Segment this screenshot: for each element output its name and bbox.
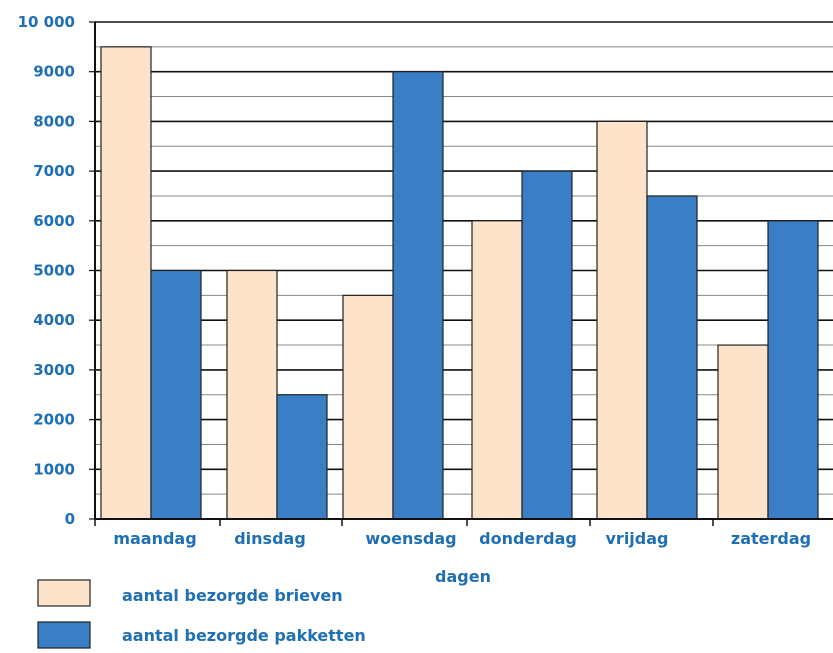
x-category-label: donderdag xyxy=(479,529,577,548)
y-tick-labels: 0 1000 2000 3000 4000 5000 6000 7000 8000 9000 10 … xyxy=(18,13,95,528)
bar-pakketten-vrijdag xyxy=(646,195,698,520)
y-tick-label: 5000 xyxy=(33,262,75,280)
x-category-label: maandag xyxy=(113,529,196,548)
y-tick-label: 9000 xyxy=(33,63,75,81)
y-tick-label: 0 xyxy=(65,510,75,528)
y-tick-label: 2000 xyxy=(33,411,75,429)
x-axis-title: dagen xyxy=(435,567,491,586)
bar-pakketten-woensdag xyxy=(392,71,444,520)
x-category-labels: maandag dinsdag woensdag donderdag vrijdag za… xyxy=(113,529,811,548)
bar-pakketten-zaterdag xyxy=(767,220,819,520)
bar-pakketten-dinsdag xyxy=(276,394,328,520)
legend-swatch xyxy=(37,621,91,649)
bars xyxy=(100,46,819,520)
bar-brieven-zaterdag xyxy=(717,344,769,520)
y-tick-label: 8000 xyxy=(33,112,75,130)
grid-lines xyxy=(95,21,833,495)
bar-brieven-vrijdag xyxy=(596,120,648,520)
bar-brieven-dinsdag xyxy=(226,269,278,520)
y-tick-label: 3000 xyxy=(33,361,75,379)
x-category-label: zaterdag xyxy=(731,529,811,548)
bar-pakketten-maandag xyxy=(150,269,202,520)
y-tick-label: 7000 xyxy=(33,162,75,180)
x-category-label: dinsdag xyxy=(234,529,306,548)
bar-brieven-donderdag xyxy=(471,220,523,520)
y-tick-label: 1000 xyxy=(33,460,75,478)
legend-swatch xyxy=(37,579,91,607)
bar-pakketten-donderdag xyxy=(521,170,573,520)
bar-brieven-maandag xyxy=(100,46,152,520)
legend-label: aantal bezorgde pakketten xyxy=(122,626,366,645)
bar-brieven-woensdag xyxy=(342,294,394,520)
legend-label: aantal bezorgde brieven xyxy=(122,586,343,605)
x-category-label: woensdag xyxy=(365,529,456,548)
y-tick-label: 6000 xyxy=(33,212,75,230)
y-tick-label: 10 000 xyxy=(18,13,75,31)
y-tick-label: 4000 xyxy=(33,311,75,329)
legend: aantal bezorgde brieven aantal bezorgde p… xyxy=(37,579,366,649)
x-category-label: vrijdag xyxy=(606,529,669,548)
